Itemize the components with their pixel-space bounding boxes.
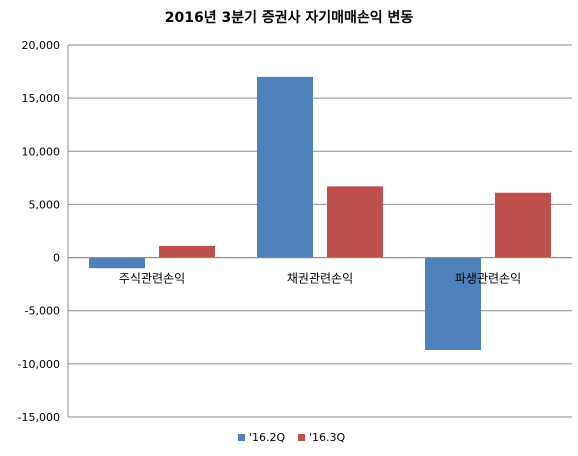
category-label: 주식관련손익 bbox=[119, 272, 185, 286]
bars bbox=[68, 76, 572, 351]
y-tick-label: 15,000 bbox=[22, 92, 61, 105]
legend-swatch bbox=[298, 434, 305, 441]
y-axis-ticks: 20,000 15,000 10,000 5,000 0 -5,000 -10,000 -15… bbox=[18, 39, 60, 424]
y-tick-label: 0 bbox=[53, 252, 60, 265]
y-tick-label: -10,000 bbox=[18, 358, 60, 371]
category-label: 파생관련손익 bbox=[455, 272, 521, 286]
legend-swatch bbox=[238, 434, 245, 441]
y-tick-label: -15,000 bbox=[18, 411, 60, 424]
bar-series1-1 bbox=[257, 76, 313, 258]
bar-series2-0 bbox=[159, 245, 215, 258]
y-tick-label: -5,000 bbox=[25, 305, 60, 318]
bar-series1-2 bbox=[425, 257, 481, 351]
y-tick-label: 10,000 bbox=[22, 145, 61, 158]
legend-label: '16.2Q bbox=[249, 431, 286, 444]
legend: '16.2Q '16.3Q bbox=[238, 431, 346, 444]
bar-series1-0 bbox=[89, 257, 145, 269]
category-label: 채권관련손익 bbox=[287, 272, 353, 286]
bar-series2-2 bbox=[495, 192, 551, 258]
legend-label: '16.3Q bbox=[309, 431, 346, 444]
bar-series2-1 bbox=[327, 186, 383, 258]
y-tick-label: 5,000 bbox=[29, 198, 61, 211]
chart-title: 2016년 3분기 증권사 자기매매손익 변동 bbox=[165, 9, 414, 26]
category-labels: 주식관련손익 채권관련손익 파생관련손익 bbox=[119, 272, 521, 286]
y-tick-label: 20,000 bbox=[22, 39, 61, 52]
